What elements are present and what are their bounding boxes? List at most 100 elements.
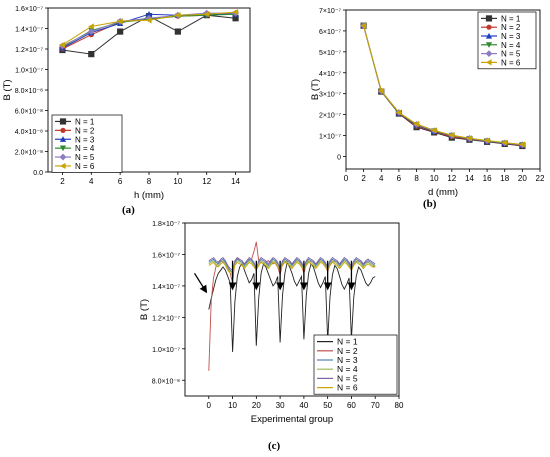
y-tick-label: 1.2×10⁻⁷: [15, 47, 43, 54]
chart-1: 2 4 6 8 10 12 14 0.0 2.0×10⁻⁸ 4.0×10⁻⁸ 6.0×10⁻⁸ 8.0…: [2, 6, 251, 201]
data-point: [483, 137, 490, 144]
panel-label-c: (c): [268, 440, 281, 452]
series-line-6: [363, 25, 523, 145]
data-point: [413, 120, 420, 128]
y-tick-label: 1.8×10⁻⁷: [152, 221, 180, 228]
data-point: [145, 11, 153, 17]
data-point: [519, 141, 525, 148]
y-axis-label: B (T): [2, 79, 13, 100]
y-tick-label: 4×10⁻⁷: [319, 71, 341, 78]
y-tick-label: 1.2×10⁻⁷: [152, 315, 180, 322]
legend-entry: N = 1: [75, 117, 95, 126]
y-tick-label: 0: [337, 154, 341, 161]
x-tick-label: 60: [347, 401, 356, 410]
series-line-1: [208, 260, 376, 353]
data-point: [466, 135, 473, 142]
y-tick-label: 8.0×10⁻⁸: [15, 88, 43, 95]
x-tick-label: 6: [118, 177, 123, 186]
legend-entry: N = 3: [75, 135, 95, 144]
legend-entry: N = 6: [337, 383, 358, 393]
legend-entry: N = 5: [337, 373, 358, 383]
data-point: [88, 51, 95, 58]
y-axis-label: B (T): [139, 299, 150, 320]
legend-entry: N = 5: [75, 153, 95, 162]
data-point: [174, 28, 181, 35]
data-point: [145, 14, 153, 22]
series-line-3: [208, 258, 376, 275]
legend-marker: [59, 136, 67, 142]
y-tick-label: 5×10⁻⁷: [319, 50, 341, 57]
panel-label-a: (a): [122, 204, 135, 216]
legend-entry: N = 2: [501, 23, 521, 32]
legend-marker: [59, 162, 66, 170]
legend-entry: N = 3: [337, 355, 358, 365]
x-tick-label: 4: [379, 174, 384, 183]
legend-marker: [485, 59, 492, 66]
y-tick-label: 6.0×10⁻⁸: [15, 109, 43, 116]
annotation-arrow: [193, 272, 208, 294]
y-tick-label: 7×10⁻⁷: [319, 8, 341, 15]
x-tick-label: 2: [60, 177, 65, 186]
y-tick-label: 2.0×10⁻⁸: [15, 150, 43, 157]
legend: N = 1N = 2N = 3N = 4N = 5N = 6: [51, 114, 123, 173]
y-tick-label: 2×10⁻⁷: [319, 113, 341, 120]
legend-entry: N = 6: [501, 58, 521, 67]
chart-3: 0 10 20 30 40 50 60 70 80 8.0×10⁻⁸ 1.0×10⁻⁷ 1.2×10⁻…: [139, 221, 404, 425]
series-group: [59, 9, 239, 58]
x-tick-label: 0: [207, 401, 212, 410]
x-tick-label: 8: [414, 174, 419, 183]
data-point: [88, 23, 94, 30]
legend-marker: [60, 127, 66, 133]
data-point: [431, 127, 437, 134]
data-point: [117, 28, 124, 35]
data-point: [174, 12, 181, 19]
data-point: [501, 139, 508, 146]
x-tick-label: 50: [323, 401, 332, 410]
x-tick-label: 16: [483, 174, 492, 183]
x-axis-label: h (mm): [134, 190, 164, 201]
y-tick-label: 1×10⁻⁷: [319, 134, 341, 141]
y-tick-label: 3×10⁻⁷: [319, 92, 341, 99]
legend-entry: N = 1: [501, 14, 521, 23]
legend: N = 1N = 2N = 3N = 4N = 5N = 6: [313, 334, 398, 395]
legend-entry: N = 4: [501, 41, 521, 50]
y-tick-label: 1.0×10⁻⁷: [15, 68, 43, 75]
y-tick-label: 0.0: [33, 170, 43, 177]
data-point: [378, 87, 384, 95]
data-point: [87, 28, 95, 35]
y-tick-label: 1.6×10⁻⁷: [152, 252, 180, 259]
x-tick-label: 12: [447, 174, 456, 183]
legend-entry: N = 4: [75, 144, 95, 153]
x-tick-label: 80: [395, 401, 404, 410]
x-tick-label: 12: [202, 177, 211, 186]
x-tick-label: 20: [252, 401, 261, 410]
plot-frame: [345, 9, 541, 170]
legend-marker: [485, 15, 493, 22]
data-point: [117, 18, 123, 25]
series-group: [208, 241, 376, 371]
data-point: [395, 109, 402, 116]
x-tick-label: 8: [147, 177, 152, 186]
series-line-4: [208, 260, 376, 273]
y-axis-label: B (T): [310, 79, 321, 100]
legend-entry: N = 6: [75, 162, 95, 171]
legend-entry: N = 3: [501, 32, 521, 41]
legend-box: [313, 334, 398, 395]
data-point: [448, 132, 455, 139]
series-group: [360, 22, 526, 150]
legend-marker: [59, 118, 67, 125]
series-line-6: [208, 261, 376, 276]
x-tick-label: 10: [173, 177, 182, 186]
y-tick-label: 1.4×10⁻⁷: [15, 27, 43, 34]
x-tick-label: 18: [500, 174, 509, 183]
x-tick-label: 20: [518, 174, 527, 183]
legend-entry: N = 1: [337, 337, 358, 347]
data-point: [59, 41, 66, 48]
data-point: [203, 11, 210, 18]
x-tick-label: 70: [371, 401, 380, 410]
x-tick-label: 4: [89, 177, 94, 186]
legend-marker: [486, 24, 492, 30]
x-tick-label: 14: [465, 174, 474, 183]
plot-frame: [184, 222, 400, 397]
y-tick-label: 4.0×10⁻⁸: [15, 129, 43, 136]
